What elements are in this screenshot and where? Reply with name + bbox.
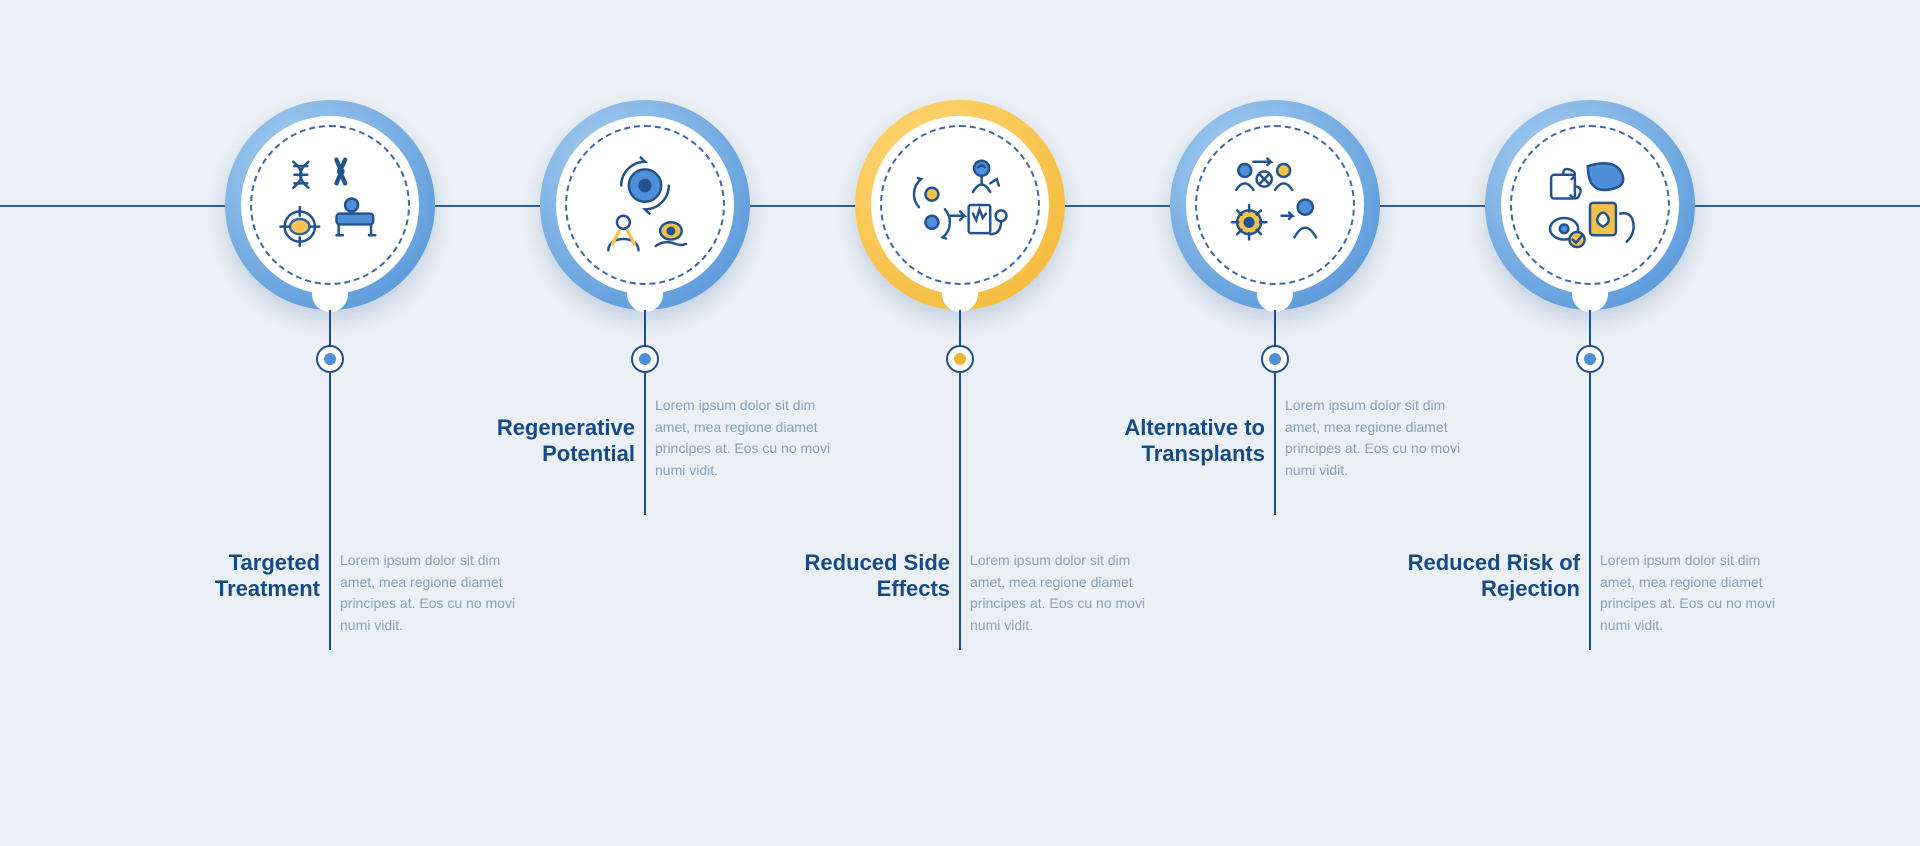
ring-inner: [241, 116, 419, 294]
node-dot: [631, 345, 659, 373]
dashed-ring: [1195, 125, 1355, 285]
ring-outer: [855, 100, 1065, 310]
connector-line-2-3: [750, 205, 855, 207]
stem-line: [1274, 310, 1276, 515]
ring-inner: [1186, 116, 1364, 294]
node-dot: [946, 345, 974, 373]
step-desc: Lorem ipsum dolor sit dim amet, mea regi…: [655, 395, 840, 482]
step-title: Reduced Side Effects: [765, 550, 950, 603]
node-dot: [1261, 345, 1289, 373]
step-desc: Lorem ipsum dolor sit dim amet, mea regi…: [1285, 395, 1470, 482]
ring-outer: [540, 100, 750, 310]
dashed-ring: [1510, 125, 1670, 285]
connector-line-1-2: [435, 205, 540, 207]
step-desc: Lorem ipsum dolor sit dim amet, mea regi…: [340, 550, 525, 637]
step-desc: Lorem ipsum dolor sit dim amet, mea regi…: [1600, 550, 1785, 637]
connector-line-right: [1695, 205, 1920, 207]
dashed-ring: [565, 125, 725, 285]
step-title: Regenerative Potential: [450, 415, 635, 468]
node-dot: [316, 345, 344, 373]
dashed-ring: [880, 125, 1040, 285]
node-dot: [1576, 345, 1604, 373]
ring-inner: [1501, 116, 1679, 294]
ring-inner: [556, 116, 734, 294]
step-title: Targeted Treatment: [135, 550, 320, 603]
ring-outer: [1170, 100, 1380, 310]
connector-line-4-5: [1380, 205, 1485, 207]
step-title: Reduced Risk of Rejection: [1395, 550, 1580, 603]
ring-outer: [225, 100, 435, 310]
step-desc: Lorem ipsum dolor sit dim amet, mea regi…: [970, 550, 1155, 637]
infographic-canvas: Targeted Treatment Lorem ipsum dolor sit…: [0, 0, 1920, 846]
connector-line-left: [0, 205, 225, 207]
connector-line-3-4: [1065, 205, 1170, 207]
step-title: Alternative to Transplants: [1080, 415, 1265, 468]
ring-outer: [1485, 100, 1695, 310]
stem-line: [644, 310, 646, 515]
dashed-ring: [250, 125, 410, 285]
ring-inner: [871, 116, 1049, 294]
